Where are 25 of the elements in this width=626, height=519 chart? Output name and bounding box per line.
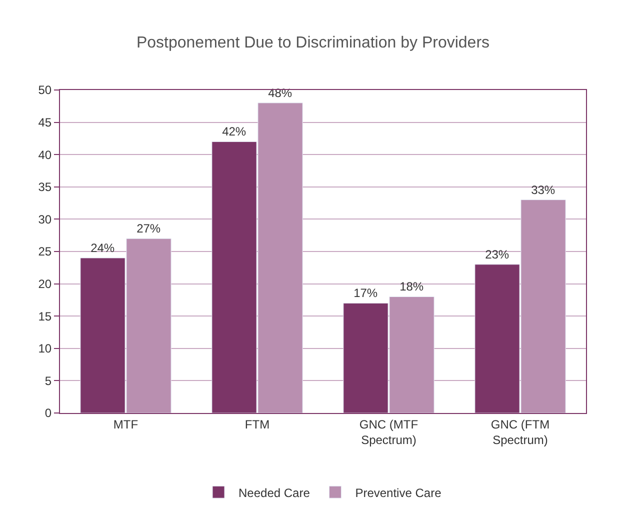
- y-tick-label: 10: [38, 342, 52, 356]
- chart-title: Postponement Due to Discrimination by Providers: [136, 34, 490, 52]
- data-label: 24%: [90, 240, 115, 255]
- x-tick-label: GNC (MTF Spectrum): [359, 417, 418, 447]
- y-tick-label: 30: [38, 212, 52, 226]
- y-tick-label: 5: [44, 374, 52, 388]
- data-label: 42%: [222, 124, 246, 139]
- x-tick-label: GNC (FTM Spectrum): [490, 417, 550, 447]
- y-tick-label: 0: [44, 406, 52, 420]
- legend-label: Preventive Care: [355, 486, 442, 500]
- legend-label: Needed Care: [238, 486, 310, 500]
- data-label: 27%: [136, 222, 161, 236]
- y-tick-label: 35: [38, 180, 52, 194]
- y-tick-label: 45: [38, 116, 52, 130]
- y-tick-label: 50: [38, 83, 52, 98]
- y-tick-label: 40: [38, 148, 52, 162]
- data-label: 17%: [354, 286, 378, 300]
- y-tick-label: 20: [38, 277, 52, 291]
- y-tick-label: 25: [38, 244, 52, 259]
- y-tick-label: 15: [38, 309, 52, 324]
- data-label: 33%: [531, 182, 556, 197]
- x-tick-label: FTM: [244, 417, 270, 432]
- x-tick-label: MTF: [113, 417, 138, 432]
- data-label: 23%: [485, 247, 510, 262]
- data-label: 18%: [400, 280, 424, 294]
